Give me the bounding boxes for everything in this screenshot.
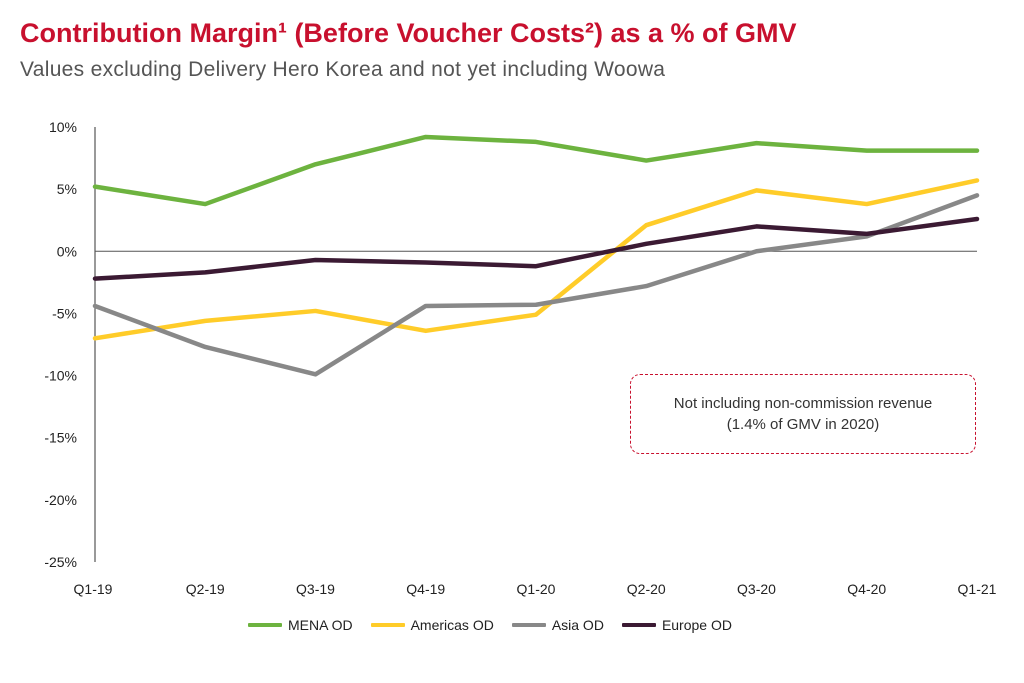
y-tick-label: -15% xyxy=(44,430,77,446)
y-tick-label: -5% xyxy=(52,305,77,321)
y-tick-label: -10% xyxy=(44,368,77,384)
legend-swatch-mena xyxy=(248,623,282,627)
x-tick-label: Q1-19 xyxy=(74,581,113,597)
y-tick-label: 0% xyxy=(57,243,77,259)
legend-swatch-europe xyxy=(621,623,656,627)
x-tick-label: Q3-20 xyxy=(737,581,776,597)
series-line-asia xyxy=(92,193,980,377)
x-tick-label: Q4-20 xyxy=(847,581,886,597)
chart-title: Contribution Margin¹ (Before Voucher Cos… xyxy=(20,18,797,48)
y-tick-label: 10% xyxy=(49,119,77,135)
y-tick-labels: 10% 5% 0% -5% -10% -15% -20% -25% xyxy=(44,119,77,570)
series-line-americas xyxy=(92,178,980,341)
x-tick-label: Q1-20 xyxy=(517,581,556,597)
series-line-mena xyxy=(92,134,980,207)
annotation-line-1: Not including non-commission revenue xyxy=(673,395,933,412)
x-tick-label: Q2-19 xyxy=(186,581,225,597)
legend-label: Asia OD xyxy=(551,617,604,633)
x-tick-label: Q2-20 xyxy=(627,581,666,597)
x-tick-labels: Q1-19 Q2-19 Q3-19 Q4-19 Q1-20 Q2-20 Q3-20 Q4-20… xyxy=(74,581,997,597)
legend-item-asia: Asia OD xyxy=(511,617,604,633)
legend-label: Americas OD xyxy=(410,617,494,633)
legend-swatch-asia xyxy=(511,623,546,627)
legend: MENA OD Americas OD Asia OD Europe OD xyxy=(248,617,750,633)
chart-subtitle: Values excluding Delivery Hero Korea and… xyxy=(20,58,666,81)
series-line-europe xyxy=(92,216,980,281)
annotation-line-2: (1.4% of GMV in 2020) xyxy=(726,416,880,433)
legend-label: Europe OD xyxy=(661,617,732,633)
legend-swatch-americas xyxy=(370,623,405,627)
legend-item-americas: Americas OD xyxy=(370,617,494,633)
legend-label: MENA OD xyxy=(288,617,353,633)
annotation-box: Not including non-commission revenue (1.… xyxy=(630,374,976,454)
x-tick-label: Q1-21 xyxy=(958,581,997,597)
y-tick-label: 5% xyxy=(57,181,77,197)
y-tick-label: -20% xyxy=(44,492,77,508)
legend-item-europe: Europe OD xyxy=(621,617,732,633)
x-tick-label: Q4-19 xyxy=(406,581,445,597)
x-tick-label: Q3-19 xyxy=(296,581,335,597)
legend-item-mena: MENA OD xyxy=(248,617,353,633)
y-tick-label: -25% xyxy=(44,554,77,570)
series-lines xyxy=(92,134,980,377)
axes xyxy=(94,127,977,562)
